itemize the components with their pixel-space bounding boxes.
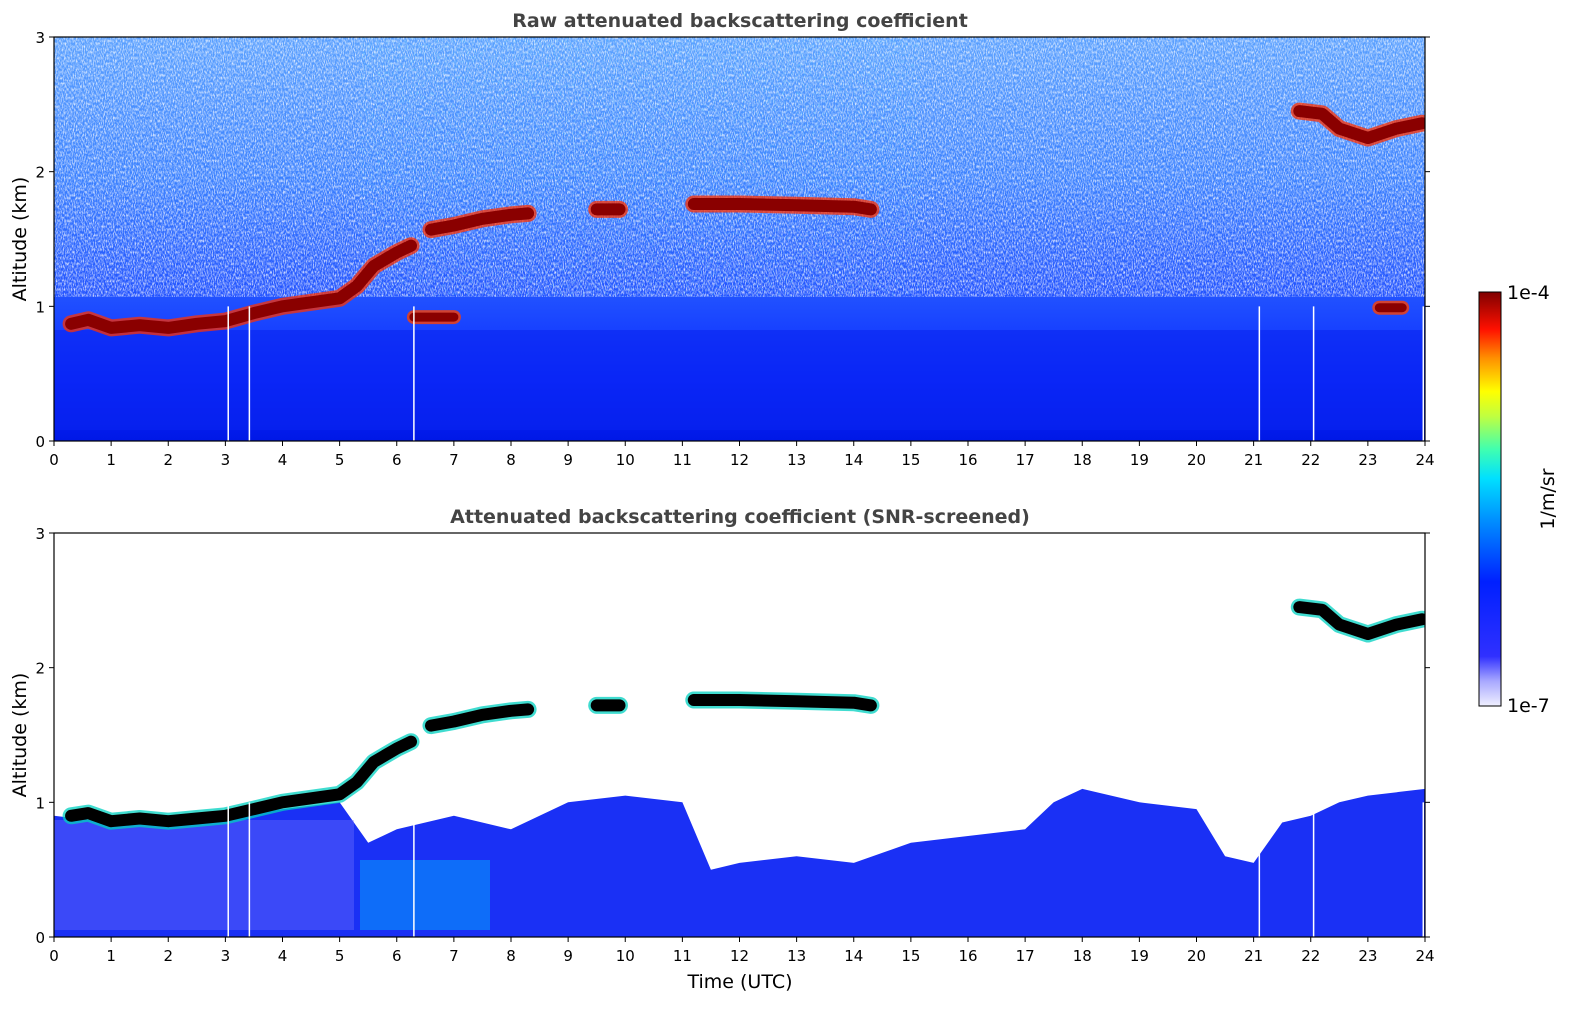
raw-x-tick-label: 17 <box>1016 451 1035 469</box>
raw-x-tick-label: 16 <box>958 451 977 469</box>
screened-y-axis-label: Altitude (km) <box>9 673 31 798</box>
raw-x-tick-label: 21 <box>1244 451 1263 469</box>
screened-x-tick-label: 0 <box>49 947 59 965</box>
raw-cloud-layer <box>65 239 417 334</box>
screened-x-tick-label: 21 <box>1244 947 1263 965</box>
raw-x-tick-label: 15 <box>901 451 920 469</box>
raw-x-tick-label: 13 <box>787 451 806 469</box>
colorbar-gradient <box>1478 291 1502 707</box>
screened-x-tick-label: 14 <box>844 947 863 965</box>
raw-x-tick-label: 18 <box>1073 451 1092 469</box>
colorbar: 1e-4 1e-7 1/m/sr <box>1478 282 1559 717</box>
colorbar-max-label: 1e-4 <box>1507 282 1550 304</box>
colorbar-unit-label: 1/m/sr <box>1537 468 1559 529</box>
screened-y-tick-label: 0 <box>35 929 45 947</box>
screened-x-tick-label: 5 <box>335 947 345 965</box>
raw-x-tick-label: 0 <box>49 451 59 469</box>
colorbar-min-label: 1e-7 <box>1507 695 1550 717</box>
raw-x-tick-label: 9 <box>563 451 573 469</box>
raw-backscatter-panel: Raw attenuated backscattering coefficien… <box>9 10 1435 469</box>
screened-x-tick-label: 19 <box>1130 947 1149 965</box>
raw-cloud-layer <box>425 207 535 236</box>
screened-y-axis: 0 1 2 3 <box>35 525 1430 947</box>
raw-x-tick-label: 6 <box>392 451 402 469</box>
screened-x-tick-label: 2 <box>163 947 173 965</box>
raw-x-tick-label: 23 <box>1358 451 1377 469</box>
raw-y-axis-label: Altitude (km) <box>9 177 31 302</box>
screened-x-tick-label: 6 <box>392 947 402 965</box>
screened-y-tick-label: 2 <box>35 660 45 678</box>
raw-x-tick-label: 1 <box>106 451 116 469</box>
screened-x-tick-label: 22 <box>1301 947 1320 965</box>
screened-x-tick-label: 18 <box>1073 947 1092 965</box>
raw-x-tick-label: 11 <box>673 451 692 469</box>
raw-cloud-layer <box>687 198 877 216</box>
raw-panel-title: Raw attenuated backscattering coefficien… <box>512 10 968 32</box>
raw-x-tick-label: 20 <box>1187 451 1206 469</box>
raw-boundary-layer <box>54 330 1425 430</box>
raw-x-tick-label: 24 <box>1415 451 1434 469</box>
screened-x-tick-label: 11 <box>673 947 692 965</box>
screened-y-tick-label: 1 <box>35 794 45 812</box>
snr-screened-panel: Attenuated backscattering coefficient (S… <box>9 506 1435 993</box>
raw-x-tick-label: 5 <box>335 451 345 469</box>
raw-x-tick-label: 12 <box>730 451 749 469</box>
screened-cloud-layers <box>62 598 1425 830</box>
raw-x-tick-label: 14 <box>844 451 863 469</box>
screened-cloud-layer <box>425 703 535 732</box>
raw-cloud-layers <box>62 102 1425 337</box>
screened-x-tick-label: 8 <box>506 947 516 965</box>
raw-y-tick-label: 1 <box>35 298 45 316</box>
raw-x-tick-label: 4 <box>278 451 288 469</box>
raw-x-tick-label: 3 <box>221 451 231 469</box>
raw-x-tick-label: 7 <box>449 451 459 469</box>
raw-x-tick-label: 19 <box>1130 451 1149 469</box>
screened-x-tick-label: 10 <box>616 947 635 965</box>
screened-x-tick-label: 13 <box>787 947 806 965</box>
raw-missing-profiles <box>227 306 1425 441</box>
screened-x-axis: 0 1 2 3 4 5 6 7 8 9 10 11 12 13 14 15 16 17 18 19 20 21 22 23 24 <box>49 937 1435 965</box>
raw-y-tick-label: 3 <box>35 29 45 47</box>
screened-x-tick-label: 9 <box>563 947 573 965</box>
screened-signal-area <box>54 788 1425 937</box>
screened-x-tick-label: 1 <box>106 947 116 965</box>
screened-missing-profiles <box>227 802 1425 937</box>
raw-x-tick-label: 2 <box>163 451 173 469</box>
screened-x-tick-label: 24 <box>1415 947 1434 965</box>
screened-x-tick-label: 16 <box>958 947 977 965</box>
screened-x-tick-label: 20 <box>1187 947 1206 965</box>
screened-y-tick-label: 3 <box>35 525 45 543</box>
raw-x-tick-label: 10 <box>616 451 635 469</box>
raw-cloud-layer <box>1293 105 1425 144</box>
screened-x-tick-label: 4 <box>278 947 288 965</box>
raw-x-tick-label: 8 <box>506 451 516 469</box>
screened-panel-title: Attenuated backscattering coefficient (S… <box>450 506 1030 528</box>
screened-x-tick-label: 17 <box>1016 947 1035 965</box>
x-axis-label: Time (UTC) <box>686 971 792 993</box>
raw-y-axis: 0 1 2 3 <box>35 29 1430 451</box>
screened-aerosol-region <box>360 860 490 930</box>
screened-x-tick-label: 3 <box>221 947 231 965</box>
screened-x-tick-label: 23 <box>1358 947 1377 965</box>
raw-y-tick-label: 0 <box>35 433 45 451</box>
screened-weak-region <box>54 820 354 930</box>
screened-cloud-layer <box>1293 601 1425 640</box>
raw-x-axis: 0 1 2 3 4 5 6 7 8 9 10 11 12 13 14 15 16 17 18 19 20 21 22 23 24 <box>49 441 1435 469</box>
screened-cloud-layer <box>687 694 877 712</box>
raw-y-tick-label: 2 <box>35 164 45 182</box>
screened-x-tick-label: 12 <box>730 947 749 965</box>
screened-x-tick-label: 15 <box>901 947 920 965</box>
screened-cloud-layer <box>65 735 417 828</box>
raw-noise-yellow <box>360 37 920 297</box>
raw-x-tick-label: 22 <box>1301 451 1320 469</box>
screened-x-tick-label: 7 <box>449 947 459 965</box>
